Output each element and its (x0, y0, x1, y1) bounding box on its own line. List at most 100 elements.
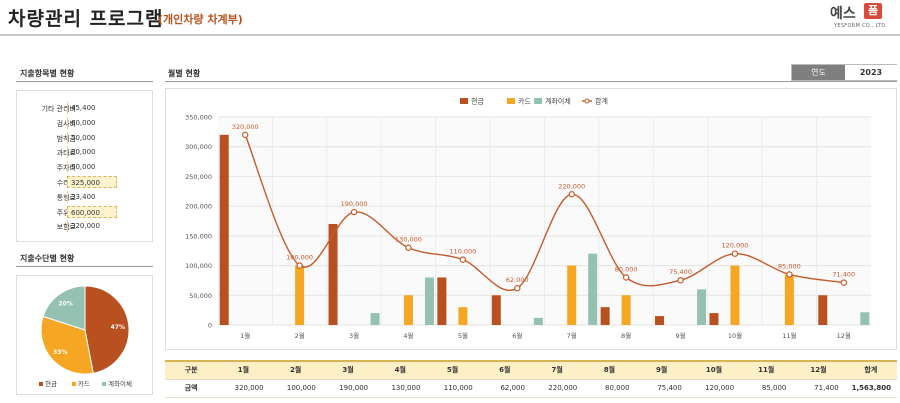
expense-value: 80,000 (67, 146, 117, 159)
app-header: 차량관리 프로그램 (개인차량 차계부) 예스 폼 YESFORM CO., L… (0, 0, 900, 36)
total-data-label: 100,000 (286, 254, 313, 262)
expense-value: 50,000 (67, 161, 117, 174)
summary-value-cell: 71,400 (792, 379, 845, 398)
summary-value-cell: 1,563,800 (844, 379, 897, 398)
bar-계좌이체-7월 (588, 253, 598, 325)
total-data-label: 80,000 (615, 265, 638, 273)
payment-pie-chart: 47% 33% 20% 현금 카드 계좌이체 (39, 285, 132, 388)
bar-현금-8월 (600, 307, 610, 325)
monthly-summary-table: 구분 1월 2월 3월 4월 5월 6월 7월 8월 9월 10월 11월 12월 합계 금액 320,00… (165, 360, 897, 398)
total-data-label: 130,000 (395, 236, 422, 244)
bar-계좌이체-3월 (370, 313, 380, 325)
x-tick-label: 10월 (728, 331, 742, 340)
summary-value-cell: 220,000 (530, 379, 584, 398)
summary-amount-row: 금액 320,000 100,000 190,000 130,000 110,000 62,… (165, 379, 897, 398)
y-tick-label: 200,000 (185, 203, 212, 211)
payment-section-title: 지출수단별 현황 (20, 254, 75, 263)
legend-swatch (460, 98, 468, 104)
summary-value-cell: 80,000 (583, 379, 636, 398)
monthly-chart: 0 50,000 100,000 150,000 200,000 250,000 300,0… (185, 97, 871, 340)
pie-legend-label: 카드 (78, 379, 90, 388)
bar-현금-1월 (219, 134, 229, 325)
expense-label: 보험료 (56, 223, 76, 232)
bar-카드-10월 (730, 265, 740, 325)
pie-slice-label: 33% (53, 349, 67, 356)
pie-legend-label: 현금 (45, 380, 57, 388)
summary-header-row: 구분 1월 2월 3월 4월 5월 6월 7월 8월 9월 10월 11월 12월 합계 (165, 360, 897, 380)
expense-label: 주차비 (56, 164, 76, 173)
pie-slice-현금 (84, 285, 130, 374)
x-tick-label: 12월 (837, 331, 851, 340)
monthly-chart-panel: 0 50,000 100,000 150,000 200,000 250,000 300,0… (165, 88, 897, 350)
x-tick-label: 11월 (782, 331, 796, 340)
pie-slice-카드 (40, 315, 94, 375)
expense-row: 통행료 33,400 (17, 190, 154, 204)
y-tick-label: 50,000 (189, 292, 212, 300)
x-tick-label: 3월 (349, 331, 359, 340)
legend-label: 합계 (595, 97, 608, 106)
bar-계좌이체-6월 (533, 317, 543, 325)
expense-section-title: 지출항목별 현황 (20, 69, 75, 78)
expense-list: 기타 관리비 45,400 검사비 60,000 범칙금 50,000 과태료 80,000 주… (16, 90, 153, 242)
summary-header-cell: 2월 (269, 360, 322, 380)
bar-현금-12월 (818, 295, 828, 325)
y-tick-label: 100,000 (185, 262, 212, 270)
summary-row-label: 금액 (165, 379, 218, 398)
year-value[interactable]: 2023 (845, 65, 897, 80)
summary-value-cell: 100,000 (269, 379, 322, 398)
logo-text: 예스 (830, 6, 856, 22)
year-label: 연도 (792, 65, 845, 80)
expense-label: 수리비 (57, 178, 76, 188)
expense-label: 과태료 (56, 149, 76, 158)
total-point (514, 284, 521, 292)
bar-카드-7월 (567, 265, 577, 325)
expense-value: 50,000 (67, 131, 117, 144)
total-point (459, 256, 467, 263)
bar-현금-5월 (437, 277, 447, 325)
expense-label: 검사비 (56, 119, 76, 128)
total-point (350, 208, 358, 216)
total-point (622, 274, 630, 281)
total-point (840, 279, 847, 286)
pie-legend-label: 계좌이체 (108, 379, 132, 388)
x-tick-label: 8월 (621, 331, 631, 340)
summary-value-cell: 62,000 (478, 379, 531, 398)
summary-header-cell: 8월 (583, 360, 636, 380)
expense-row: 주유비600,000 (17, 205, 154, 219)
legend-swatch (534, 98, 542, 104)
legend-swatch (507, 98, 515, 104)
total-point (786, 271, 793, 278)
total-data-label: 75,400 (669, 268, 692, 276)
legend-label: 카드 (518, 97, 531, 106)
logo-mark: 폼 (864, 3, 882, 19)
expense-row: 범칙금 50,000 (17, 131, 154, 145)
bar-현금-9월 (655, 316, 665, 325)
summary-value-cell: 75,400 (635, 379, 688, 398)
payment-pie-panel: 47% 33% 20% 현금 카드 계좌이체 (16, 275, 153, 395)
bar-카드-8월 (621, 295, 631, 325)
total-data-label: 62,000 (506, 276, 529, 284)
year-selector[interactable]: 연도 2023 (791, 64, 897, 81)
summary-value-cell: 130,000 (374, 379, 427, 398)
bar-계좌이체-9월 (697, 289, 707, 325)
legend-swatch (39, 382, 43, 386)
total-point (242, 131, 249, 139)
company-logo[interactable]: 예스 폼 YESFORM CO., LTD. (830, 3, 892, 33)
summary-header-cell: 7월 (530, 360, 584, 380)
x-tick-label: 6월 (512, 331, 522, 340)
summary-value-cell: 120,000 (687, 379, 741, 398)
expense-label: 통행료 (56, 193, 76, 202)
summary-header-cell: 5월 (426, 360, 479, 380)
summary-header-cell: 9월 (635, 360, 688, 380)
expense-row: 보험료 320,000 (17, 219, 154, 233)
expense-value: 45,400 (67, 102, 117, 114)
summary-header-cell: 합계 (844, 360, 897, 380)
pie-slice-label: 47% (111, 324, 125, 331)
total-point (731, 250, 739, 257)
payment-section-divider (16, 266, 153, 267)
bar-카드-11월 (784, 274, 794, 325)
bar-카드-2월 (295, 265, 305, 325)
total-data-label: 85,000 (778, 262, 801, 270)
legend-swatch (72, 382, 76, 386)
summary-value-cell: 110,000 (426, 379, 479, 398)
